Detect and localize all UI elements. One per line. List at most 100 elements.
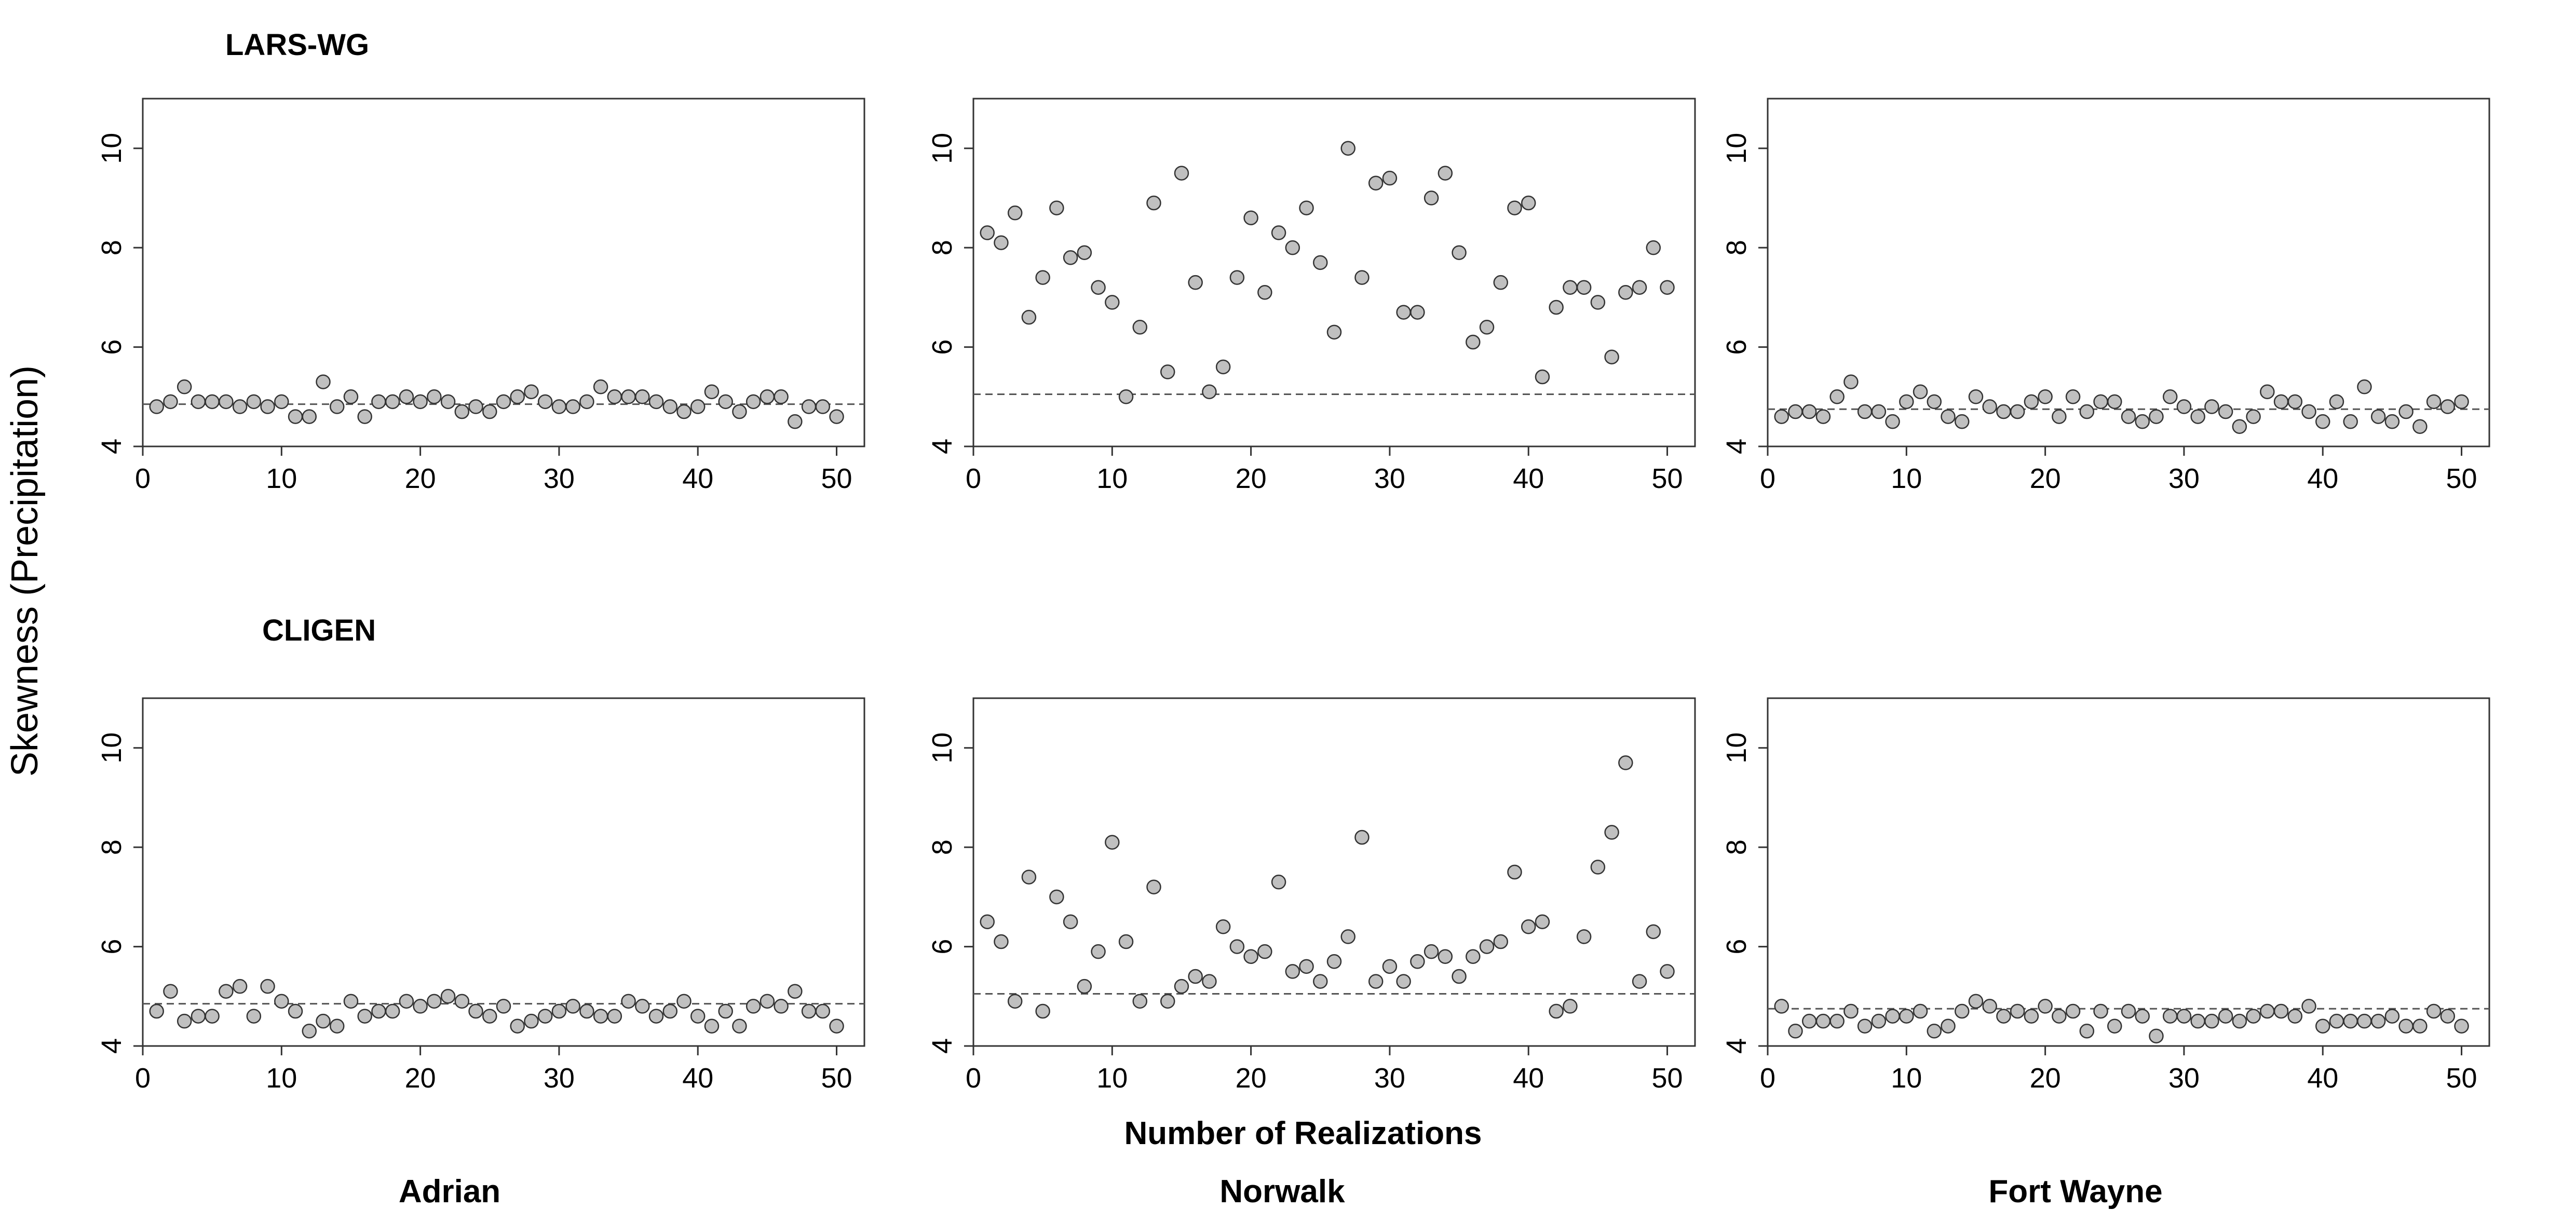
x-tick-label: 20 <box>2030 463 2061 494</box>
y-tick-label: 8 <box>96 240 127 255</box>
data-point <box>1354 270 1370 285</box>
data-point <box>815 399 831 414</box>
data-point <box>1466 334 1481 350</box>
y-tick-label: 10 <box>96 133 127 164</box>
data-point <box>2412 1018 2428 1034</box>
data-point <box>1257 285 1272 300</box>
x-tick-label: 50 <box>821 463 852 494</box>
data-point <box>537 394 553 410</box>
data-point <box>1160 994 1175 1009</box>
x-tick-label: 50 <box>2446 1063 2477 1094</box>
data-point <box>2370 409 2386 424</box>
data-point <box>2079 1024 2095 1039</box>
data-point <box>1843 374 1859 389</box>
data-point <box>329 1018 345 1034</box>
data-point <box>2246 1009 2261 1024</box>
data-point <box>1563 280 1578 295</box>
data-point <box>1982 399 1997 414</box>
data-point <box>2204 399 2219 414</box>
data-point <box>1479 320 1495 335</box>
data-point <box>1215 919 1231 934</box>
data-point <box>357 1009 372 1024</box>
data-point <box>2079 404 2095 419</box>
data-point <box>2052 409 2067 424</box>
x-tick-label: 50 <box>1651 1063 1683 1094</box>
data-point <box>732 404 747 419</box>
x-tick-label: 20 <box>1236 1063 1267 1094</box>
y-tick-label: 6 <box>927 339 958 355</box>
data-point <box>2107 1018 2122 1034</box>
data-point <box>2384 414 2400 429</box>
x-tick-label: 40 <box>1513 463 1544 494</box>
data-point <box>440 394 456 410</box>
data-point <box>1146 195 1161 211</box>
data-point <box>1313 255 1328 270</box>
data-point <box>1885 414 1900 429</box>
data-point <box>2024 394 2039 410</box>
data-point <box>565 399 580 414</box>
data-point <box>343 994 359 1009</box>
data-point <box>1521 919 1536 934</box>
data-point <box>1091 944 1106 959</box>
data-point <box>1438 949 1453 964</box>
data-point <box>1007 205 1023 221</box>
data-point <box>801 399 817 414</box>
data-point <box>2038 999 2053 1014</box>
x-tick-label: 0 <box>135 463 151 494</box>
data-point <box>1857 1018 1873 1034</box>
plot-frame <box>972 98 1696 447</box>
data-point <box>1660 280 1675 295</box>
x-tick-label: 30 <box>544 463 575 494</box>
data-point <box>621 389 636 404</box>
data-point <box>579 394 594 410</box>
data-point <box>676 404 692 419</box>
data-point <box>1077 245 1092 260</box>
data-point <box>1452 245 1467 260</box>
data-point <box>579 1003 594 1019</box>
data-point <box>1285 964 1300 979</box>
data-point <box>2301 404 2316 419</box>
data-point <box>2343 414 2358 429</box>
data-point <box>774 999 789 1014</box>
x-tick-label: 0 <box>966 463 981 494</box>
data-point <box>2357 379 2372 395</box>
data-point <box>2287 394 2303 410</box>
data-point <box>454 994 470 1009</box>
data-point <box>1132 994 1148 1009</box>
data-point <box>1160 364 1175 379</box>
x-tick-label: 30 <box>1374 463 1405 494</box>
x-tick-label: 10 <box>266 1063 297 1094</box>
data-point <box>1774 409 1789 424</box>
data-point <box>690 1009 706 1024</box>
data-point <box>1438 166 1453 181</box>
data-point <box>1368 974 1384 989</box>
data-point <box>1035 1003 1050 1019</box>
data-point <box>1396 974 1411 989</box>
row-label-cligen: CLIGEN <box>262 614 376 647</box>
y-tick-label: 10 <box>927 732 958 764</box>
data-point <box>593 379 608 395</box>
plot-frame <box>972 697 1696 1047</box>
data-point <box>1590 295 1606 310</box>
data-point <box>662 399 678 414</box>
data-point <box>662 1003 678 1019</box>
data-point <box>1007 994 1023 1009</box>
data-point <box>1188 275 1203 290</box>
x-tick-label: 50 <box>821 1063 852 1094</box>
y-tick-label: 4 <box>96 1038 127 1054</box>
data-point <box>1968 994 1984 1009</box>
data-point <box>1801 1013 1817 1029</box>
data-point <box>1452 969 1467 984</box>
x-tick-label: 40 <box>1513 1063 1544 1094</box>
data-point <box>1423 191 1439 206</box>
data-point <box>1105 295 1120 310</box>
data-point <box>1982 999 1997 1014</box>
data-point <box>1590 860 1606 875</box>
y-tick-label: 10 <box>1721 133 1752 164</box>
y-tick-label: 6 <box>1721 939 1752 955</box>
data-point <box>2440 1009 2456 1024</box>
data-point <box>2024 1009 2039 1024</box>
data-point <box>177 1013 192 1029</box>
data-point <box>1899 1009 1914 1024</box>
data-point <box>260 399 275 414</box>
